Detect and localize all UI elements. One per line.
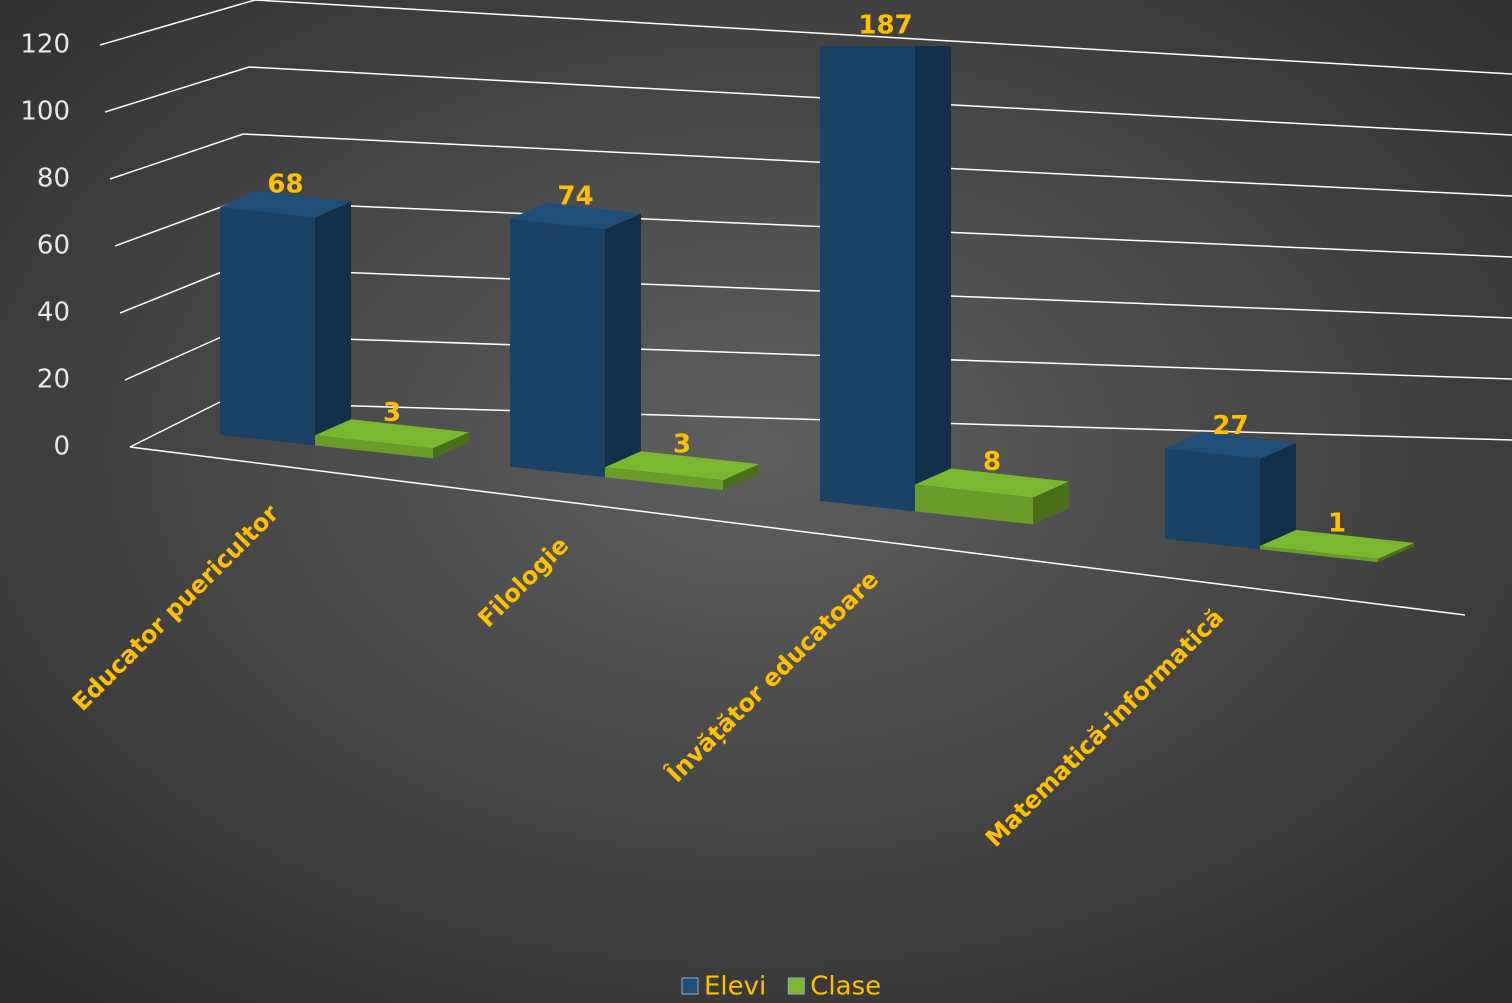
legend-label: Clase xyxy=(810,972,881,1002)
bar xyxy=(605,451,759,491)
bars xyxy=(220,46,1414,563)
bar-side xyxy=(315,201,351,446)
y-tick-label: 60 xyxy=(37,231,70,261)
bar xyxy=(1260,529,1414,563)
bar-front xyxy=(510,218,605,478)
bar-top xyxy=(315,419,469,449)
bar-top xyxy=(220,191,351,218)
y-tick-label: 0 xyxy=(53,432,70,462)
value-label: 3 xyxy=(673,430,691,460)
y-tick-label: 80 xyxy=(37,164,70,194)
floor-edge xyxy=(129,446,1466,616)
bar-side xyxy=(1260,442,1296,550)
bar-front xyxy=(605,467,723,491)
y-tick-label: 40 xyxy=(37,298,70,328)
bar xyxy=(220,191,351,446)
bar-top xyxy=(1260,529,1414,559)
bar-front xyxy=(1260,545,1378,563)
y-tick-label: 20 xyxy=(37,365,70,395)
grid-line xyxy=(129,401,221,448)
bar xyxy=(915,468,1069,525)
bar-top xyxy=(915,468,1069,498)
bar-side xyxy=(915,46,951,512)
bar xyxy=(1165,432,1296,550)
bar-side xyxy=(723,464,759,491)
grid-line xyxy=(119,267,232,314)
bar-side xyxy=(605,213,641,478)
grid-line xyxy=(114,200,238,247)
y-tick-label: 100 xyxy=(20,97,70,127)
grid-line xyxy=(109,133,244,180)
value-label: 27 xyxy=(1212,411,1248,441)
bar-front xyxy=(820,46,915,512)
value-label: 1 xyxy=(1328,508,1346,538)
bar xyxy=(315,419,469,459)
grid-line xyxy=(254,0,1512,75)
bar-front xyxy=(915,484,1033,525)
bar xyxy=(820,46,951,512)
value-label: 74 xyxy=(557,181,593,211)
grid-line xyxy=(104,66,250,113)
grid: 0 20 40 60 80 100 120 xyxy=(20,0,1512,616)
value-label: 187 xyxy=(858,11,912,41)
bar-front xyxy=(315,435,433,459)
bar-front xyxy=(220,207,315,446)
value-label: 68 xyxy=(267,170,303,200)
bar-top xyxy=(510,202,641,230)
value-label: 3 xyxy=(383,398,401,428)
bar-top xyxy=(605,451,759,481)
bar-top xyxy=(1165,432,1296,459)
bar xyxy=(510,202,641,478)
grid-line xyxy=(99,0,256,46)
bar-side xyxy=(1033,481,1069,525)
legend-swatch xyxy=(681,977,699,995)
bar-front xyxy=(1165,448,1260,550)
legend-label: Elevi xyxy=(704,972,766,1002)
value-label: 8 xyxy=(983,447,1001,477)
bar-side xyxy=(1378,542,1414,563)
bar-side xyxy=(433,432,469,459)
y-tick-label: 120 xyxy=(20,30,70,60)
legend-swatch xyxy=(787,977,805,995)
grid-line xyxy=(124,334,227,381)
